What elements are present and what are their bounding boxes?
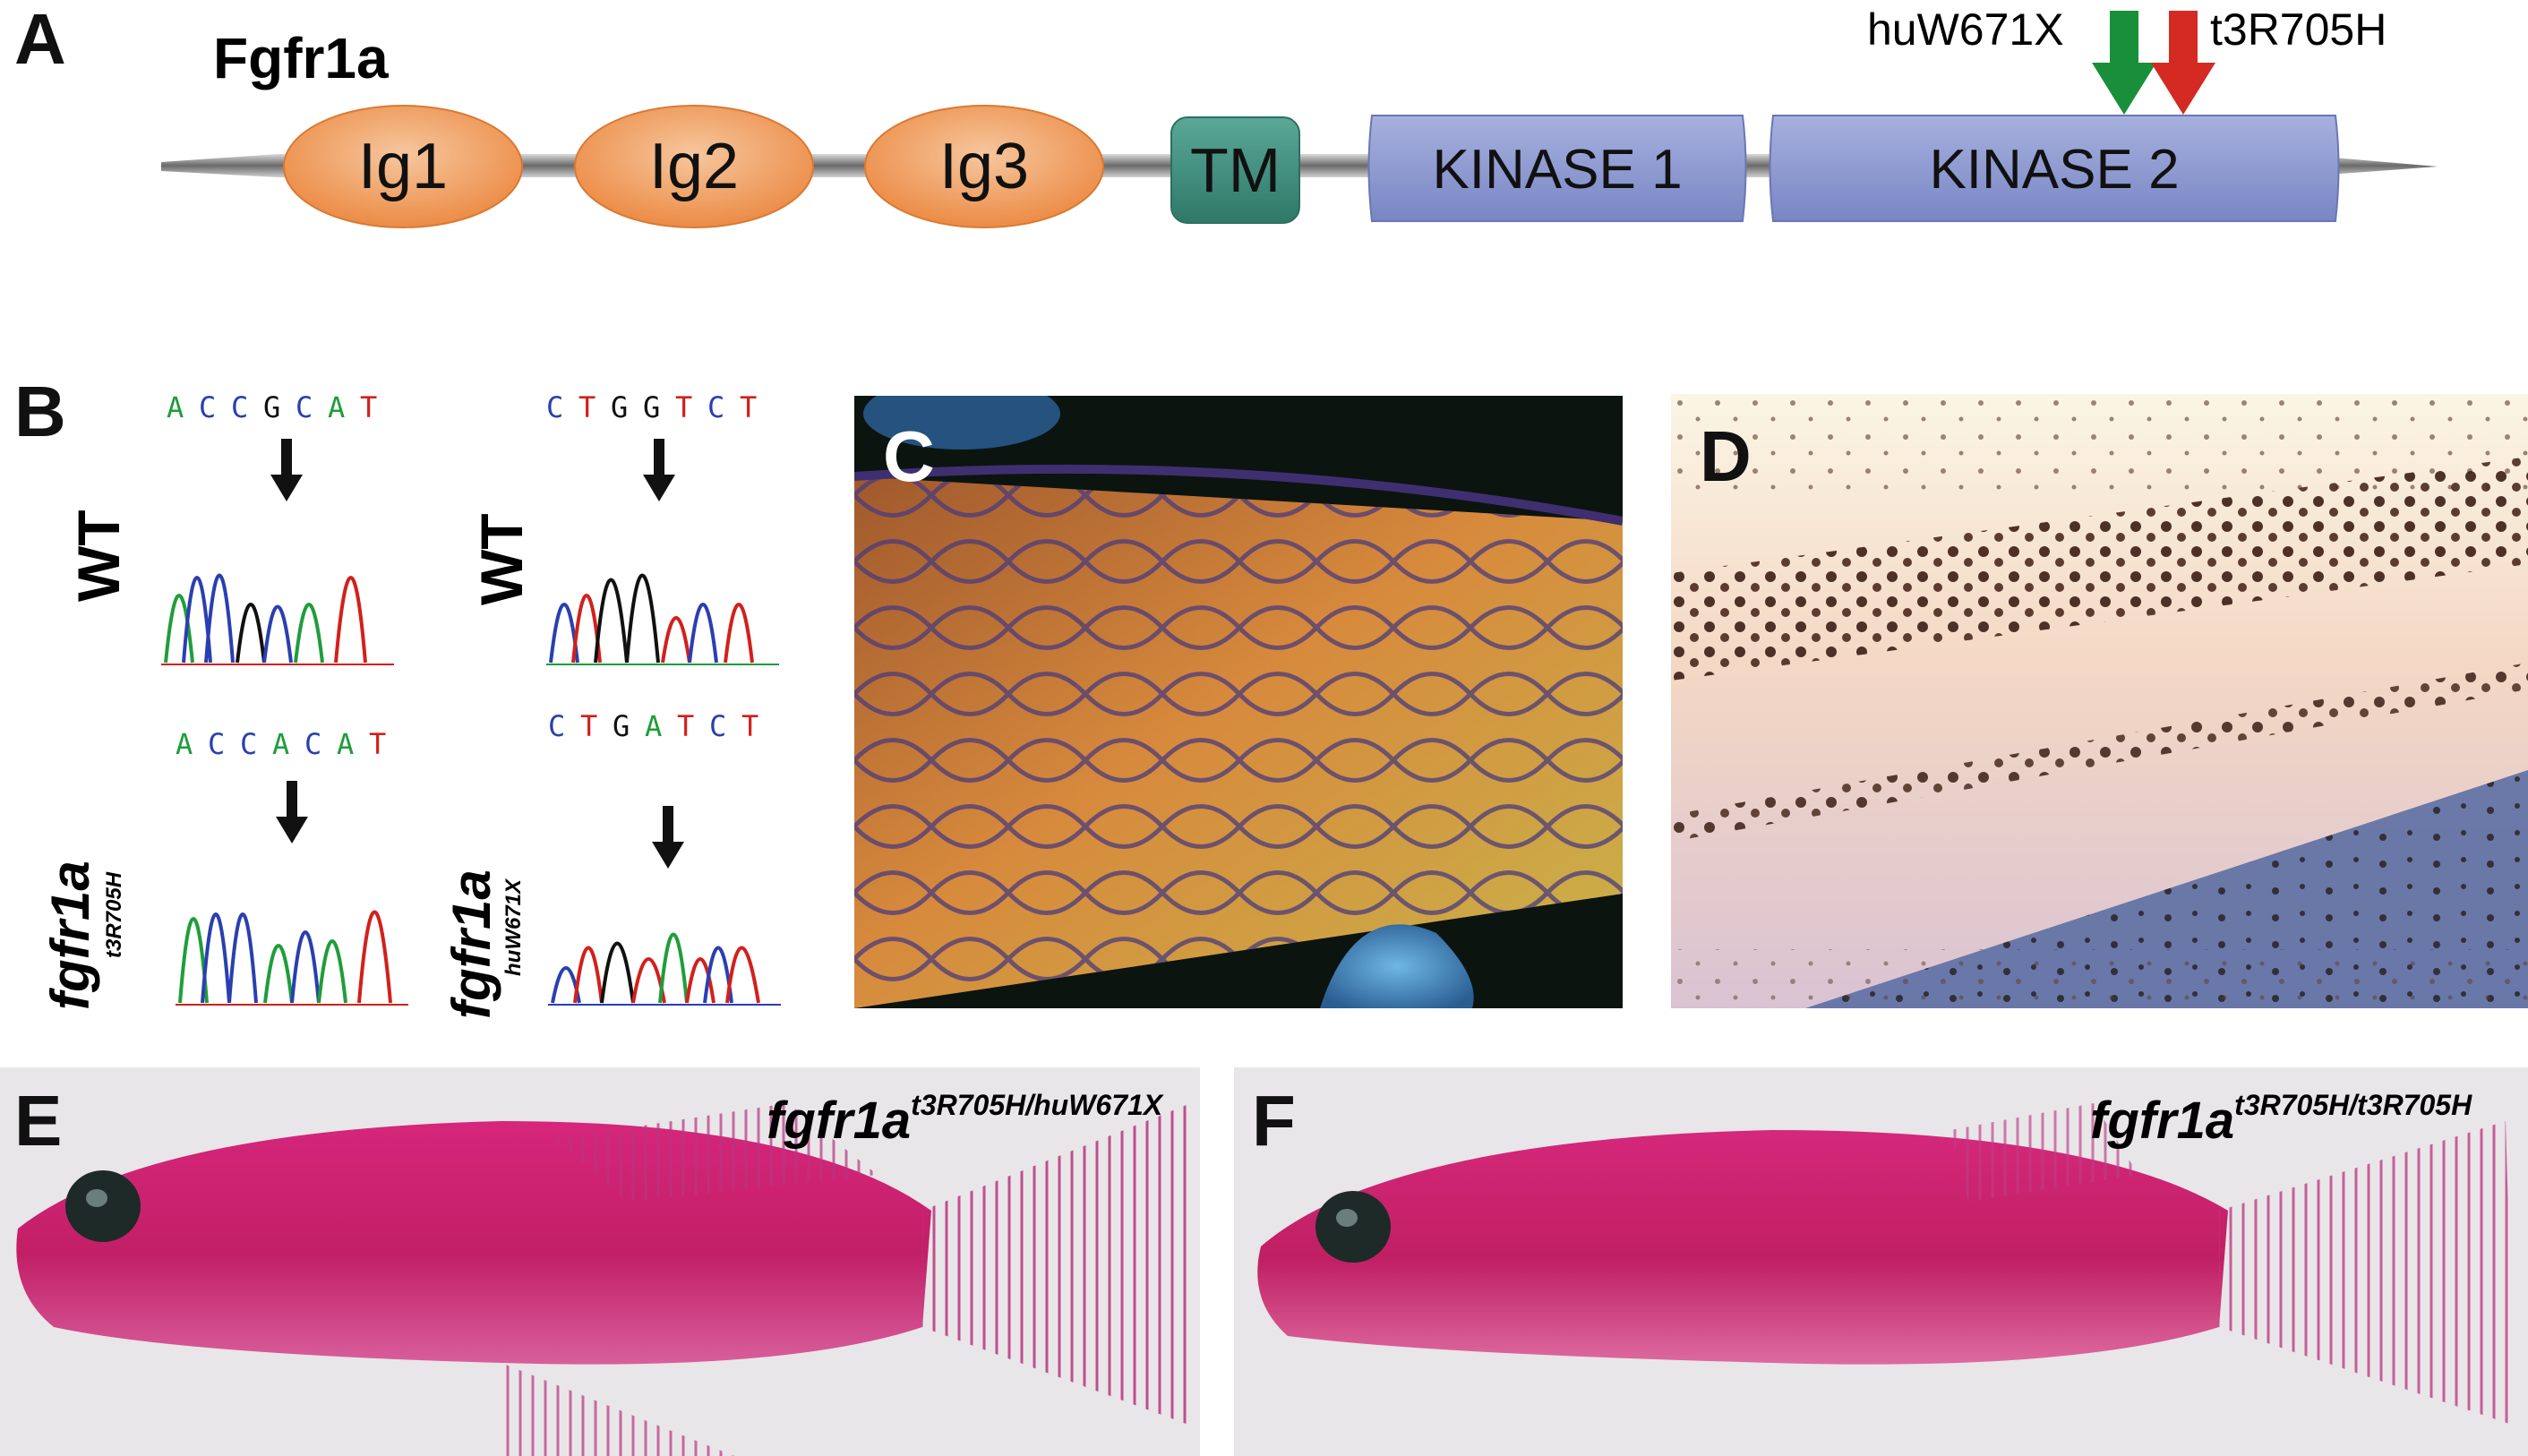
wt-left-base-3: G	[263, 390, 281, 424]
tm-domain	[1170, 116, 1300, 224]
wt-right-base-2: G	[611, 390, 629, 424]
genotype-label-f: fgfr1at3R705H/t3R705H	[2090, 1088, 2472, 1151]
kinase1-domain	[1367, 115, 1747, 222]
wt-left-base-5: A	[328, 390, 346, 424]
genotype-e: t3R705H/huW671X	[911, 1088, 1163, 1121]
hu-mutation-arrow	[2092, 11, 2156, 115]
scales-photo-c	[854, 396, 1623, 1008]
chromatogram-wt-right	[546, 439, 779, 665]
mut-right-base-4: T	[677, 709, 695, 743]
fish-photo-e	[16, 1103, 1191, 1456]
panel-label-a: A	[14, 0, 66, 79]
wt-left-base-4: C	[296, 390, 313, 424]
ig1-domain	[283, 105, 523, 228]
mut-left-base-0: A	[176, 727, 193, 761]
mut-label-left: fgfr1a	[39, 861, 101, 1010]
mut-right-base-5: C	[709, 709, 727, 743]
wt-left-base-0: A	[167, 390, 184, 424]
mut-left-base-2: C	[240, 727, 258, 761]
mut-left-base-6: T	[369, 727, 387, 761]
mut-left-base-5: A	[337, 727, 355, 761]
wt-right-base-4: T	[675, 390, 693, 424]
mut-right-base-0: C	[548, 709, 566, 743]
wt-right-base-5: C	[707, 390, 725, 424]
gene-name-f: fgfr1a	[2090, 1092, 2235, 1150]
hu-mutation-label: huW671X	[1867, 4, 2064, 55]
photo-panel-f	[1234, 1067, 2528, 1456]
mut-right-base-3: A	[645, 709, 663, 743]
protein-name: Fgfr1a	[213, 26, 389, 90]
kinase1-label: KINASE 1	[1432, 138, 1683, 201]
wt-left-base-2: C	[231, 390, 249, 424]
mut-left-base-1: C	[208, 727, 226, 761]
mut-gene-left: fgfr1a	[40, 861, 100, 1010]
mut-left-base-3: A	[272, 727, 290, 761]
tm-label: TM	[1189, 135, 1281, 205]
wt-right-base-6: T	[740, 390, 758, 424]
genotype-label-e: fgfr1at3R705H/huW671X	[767, 1088, 1163, 1151]
panel-label-b: B	[14, 372, 66, 451]
kinase2-domain	[1769, 115, 2340, 222]
ig3-label: Ig3	[938, 131, 1030, 202]
panel-label-d: D	[1700, 416, 1752, 496]
ig1-label: Ig1	[357, 131, 449, 202]
kinase2-label: KINASE 2	[1929, 138, 2180, 201]
wt-right-base-1: T	[578, 390, 596, 424]
photo-panel-c	[854, 396, 1623, 1008]
panel-label-f: F	[1252, 1081, 1296, 1161]
mut-allele-right: huW671X	[501, 879, 527, 976]
wt-right-base-3: G	[643, 390, 661, 424]
wt-left-base-1: C	[199, 390, 217, 424]
mut-right-base-2: G	[613, 709, 630, 743]
t3-mutation-arrow	[2151, 11, 2215, 115]
gene-name-e: fgfr1a	[767, 1092, 912, 1150]
t3-mutation-label: t3R705H	[2210, 4, 2387, 55]
mut-left-base-4: C	[304, 727, 322, 761]
wt-right-base-0: C	[546, 390, 564, 424]
mut-label-right: fgfr1a	[441, 869, 502, 1019]
photo-panel-d	[1671, 394, 2528, 1008]
genotype-f: t3R705H/t3R705H	[2234, 1088, 2472, 1121]
protein-domain-diagram	[161, 11, 2438, 228]
mut-gene-right: fgfr1a	[441, 869, 501, 1019]
mut-right-base-6: T	[741, 709, 759, 743]
panel-label-e: E	[14, 1081, 63, 1161]
mut-allele-right-text: huW671X	[501, 878, 526, 976]
chromatogram-mut-right	[548, 806, 781, 1006]
wt-label-right: WT	[468, 513, 535, 605]
ig3-domain	[864, 105, 1104, 228]
mut-right-base-1: T	[580, 709, 598, 743]
panel-label-c: C	[883, 416, 935, 496]
mut-allele-left-text: t3R705H	[102, 871, 126, 958]
photo-panel-e	[0, 1067, 1200, 1456]
ig2-domain	[574, 105, 814, 228]
wt-left-base-6: T	[360, 390, 378, 424]
wt-label-left: WT	[65, 510, 132, 602]
fish-photo-f	[1257, 1103, 2515, 1426]
melanophore-photo-d	[1671, 394, 2528, 1008]
chromatogram-mut-left	[176, 781, 408, 1006]
mut-allele-left: t3R705H	[102, 872, 127, 958]
ig2-label: Ig2	[648, 131, 740, 202]
chromatogram-wt-left	[161, 439, 394, 665]
